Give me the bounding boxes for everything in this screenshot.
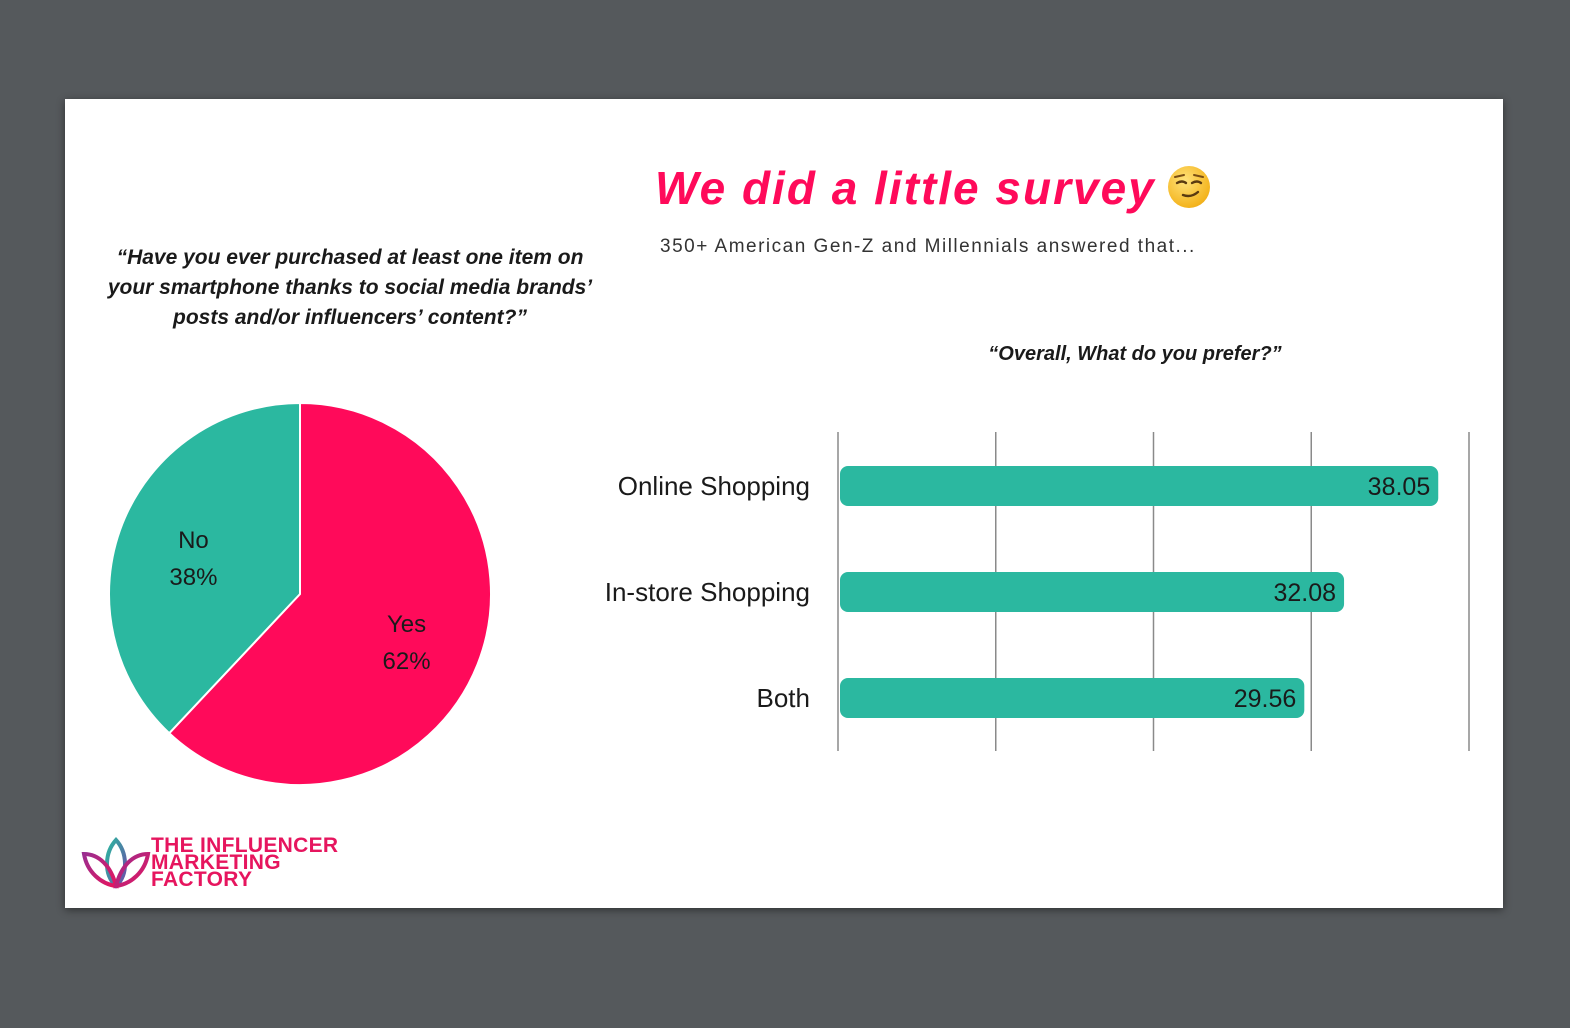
bar-category-label: Online Shopping — [618, 471, 810, 501]
bar-online-shopping — [840, 466, 1439, 506]
slide: We did a little survey 350+ American Gen… — [65, 99, 1503, 908]
bar-question: “Overall, What do you prefer?” — [988, 343, 1282, 365]
logo-wordmark: THE INFLUENCER MARKETING FACTORY — [151, 834, 339, 891]
bar-category-label: Both — [757, 683, 811, 713]
bar-both — [840, 678, 1305, 718]
pie-question: “Have you ever purchased at least one it… — [107, 246, 593, 329]
slide-title: We did a little survey — [655, 161, 1335, 215]
lotus-logo-icon — [81, 837, 151, 889]
logo-line-1: THE INFLUENCER — [151, 834, 339, 857]
pie-value-no: 38% — [169, 564, 217, 591]
pie-label-no: No — [178, 527, 209, 554]
bar-value-label: 29.56 — [1234, 685, 1297, 713]
pie-slice-no — [108, 401, 301, 735]
pie-chart: Yes 62% No 38% — [108, 401, 492, 786]
bar-category-label: In-store Shopping — [605, 577, 810, 607]
bar-chart: Online Shopping 38.05 In-store Shopping 32.… — [605, 432, 1470, 751]
bar-value-label: 32.08 — [1273, 579, 1336, 607]
title-text: We did a little survey — [655, 162, 1156, 214]
smirking-face-icon — [1167, 166, 1210, 208]
pie-label-yes: Yes — [387, 611, 426, 638]
subtitle: 350+ American Gen-Z and Millennials answ… — [660, 236, 1196, 257]
logo-line-2: MARKETING — [151, 851, 281, 874]
logo-line-3: FACTORY — [151, 868, 253, 891]
bar-in-store-shopping — [840, 572, 1345, 612]
pie-slice-yes — [167, 401, 492, 786]
bar-value-label: 38.05 — [1368, 473, 1431, 501]
pie-value-yes: 62% — [383, 648, 431, 675]
